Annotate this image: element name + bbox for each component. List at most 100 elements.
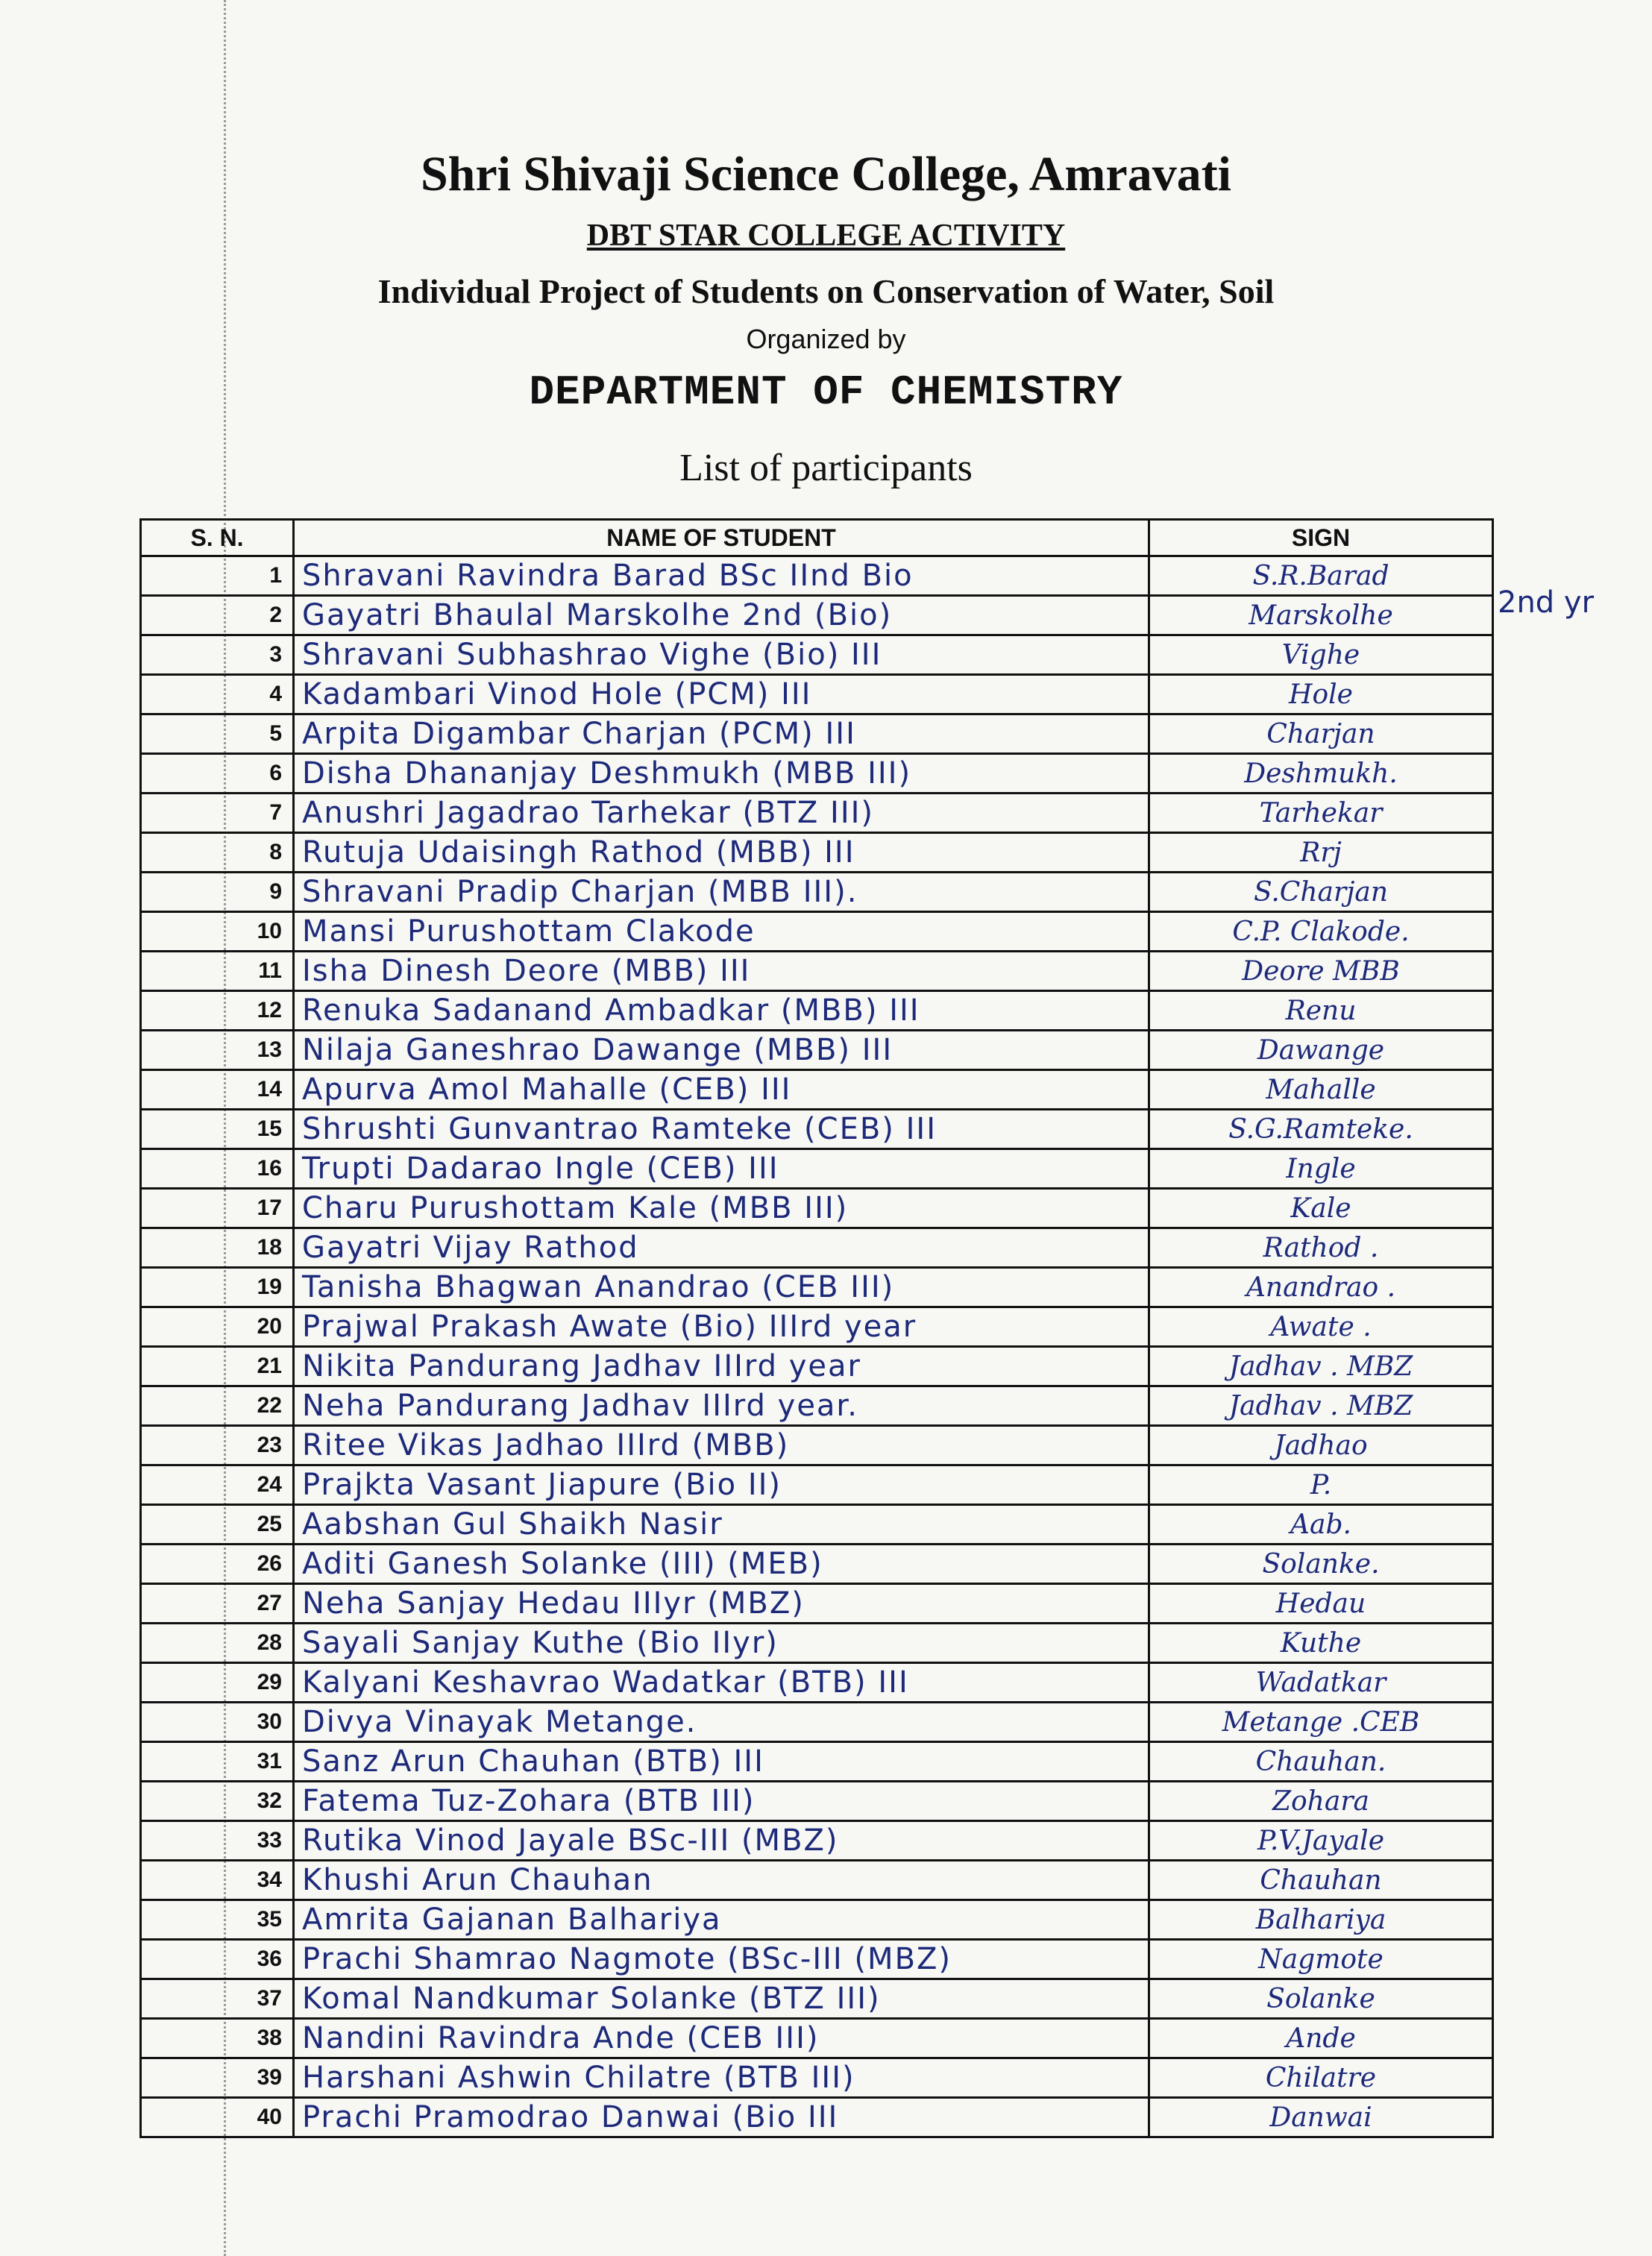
signature-cell: Kuthe <box>1148 1622 1494 1664</box>
serial-number-cell: 11 <box>139 950 295 992</box>
serial-number-cell: 37 <box>139 1978 295 2020</box>
signature-cell: Charjan <box>1148 713 1494 755</box>
table-row: 11 Isha Dinesh Deore (MBB) III Deore MBB <box>139 950 1494 992</box>
table-row: 25 Aabshan Gul Shaikh Nasir Aab. <box>139 1504 1494 1545</box>
serial-number-cell: 26 <box>139 1543 295 1585</box>
department-name: DEPARTMENT OF CHEMISTRY <box>529 368 1123 416</box>
serial-number-cell: 18 <box>139 1227 295 1269</box>
serial-number-cell: 15 <box>139 1108 295 1150</box>
signature-cell: S.G.Ramteke. <box>1148 1108 1494 1150</box>
serial-number-cell: 20 <box>139 1306 295 1348</box>
signature-cell: Solanke <box>1148 1978 1494 2020</box>
serial-number-cell: 39 <box>139 2057 295 2099</box>
serial-number-cell: 22 <box>139 1385 295 1427</box>
column-header-name: NAME OF STUDENT <box>292 518 1150 557</box>
serial-number-cell: 24 <box>139 1464 295 1506</box>
signature-cell: Metange .CEB <box>1148 1701 1494 1743</box>
signature-cell: Nagmote <box>1148 1938 1494 1980</box>
serial-number-cell: 32 <box>139 1780 295 1822</box>
table-row: 15 Shrushti Gunvantrao Ramteke (CEB) III S… <box>139 1108 1494 1150</box>
table-row: 14 Apurva Amol Mahalle (CEB) III Mahalle <box>139 1069 1494 1110</box>
student-name-cell: Divya Vinayak Metange. <box>292 1701 1150 1743</box>
signature-cell: Renu <box>1148 990 1494 1031</box>
student-name-cell: Sayali Sanjay Kuthe (Bio IIyr) <box>292 1622 1150 1664</box>
signature-cell: Dawange <box>1148 1029 1494 1071</box>
table-row: 18 Gayatri Vijay Rathod Rathod . <box>139 1227 1494 1269</box>
table-row: 16 Trupti Dadarao Ingle (CEB) III Ingle <box>139 1148 1494 1190</box>
student-name-cell: Khushi Arun Chauhan <box>292 1859 1150 1901</box>
organized-by-label: Organized by <box>746 324 906 354</box>
serial-number-cell: 16 <box>139 1148 295 1190</box>
signature-cell: Solanke. <box>1148 1543 1494 1585</box>
serial-number-cell: 8 <box>139 832 295 873</box>
serial-number-cell: 6 <box>139 752 295 794</box>
column-header-sn: S. N. <box>139 518 295 557</box>
serial-number-cell: 38 <box>139 2017 295 2059</box>
student-name-cell: Gayatri Bhaulal Marskolhe 2nd (Bio) <box>292 594 1150 636</box>
signature-cell: Rrj <box>1148 832 1494 873</box>
student-name-cell: Aabshan Gul Shaikh Nasir <box>292 1504 1150 1545</box>
signature-cell: Ingle <box>1148 1148 1494 1190</box>
student-name-cell: Isha Dinesh Deore (MBB) III <box>292 950 1150 992</box>
serial-number-cell: 7 <box>139 792 295 834</box>
signature-cell: Hedau <box>1148 1583 1494 1624</box>
signature-cell: Chilatre <box>1148 2057 1494 2099</box>
table-row: 20 Prajwal Prakash Awate (Bio) IIIrd year… <box>139 1306 1494 1348</box>
table-row: 31 Sanz Arun Chauhan (BTB) III Chauhan. <box>139 1741 1494 1782</box>
serial-number-cell: 3 <box>139 634 295 676</box>
participants-table: S. N. NAME OF STUDENT SIGN 1 Shravani Rav… <box>139 518 1494 2138</box>
student-name-cell: Rutika Vinod Jayale BSc-III (MBZ) <box>292 1820 1150 1861</box>
serial-number-cell: 9 <box>139 871 295 913</box>
student-name-cell: Sanz Arun Chauhan (BTB) III <box>292 1741 1150 1782</box>
table-row: 4 Kadambari Vinod Hole (PCM) III Hole <box>139 673 1494 715</box>
activity-title: DBT STAR COLLEGE ACTIVITY <box>586 219 1066 253</box>
table-row: 19 Tanisha Bhagwan Anandrao (CEB III) Anan… <box>139 1266 1494 1308</box>
table-row: 6 Disha Dhananjay Deshmukh (MBB III) Deshm… <box>139 752 1494 794</box>
serial-number-cell: 2 <box>139 594 295 636</box>
table-row: 12 Renuka Sadanand Ambadkar (MBB) III Renu <box>139 990 1494 1031</box>
student-name-cell: Renuka Sadanand Ambadkar (MBB) III <box>292 990 1150 1031</box>
signature-cell: P. <box>1148 1464 1494 1506</box>
signature-cell: Vighe <box>1148 634 1494 676</box>
table-row: 40 Prachi Pramodrao Danwai (Bio III Danwai <box>139 2096 1494 2138</box>
serial-number-cell: 34 <box>139 1859 295 1901</box>
signature-cell: Rathod . <box>1148 1227 1494 1269</box>
student-name-cell: Aditi Ganesh Solanke (III) (MEB) <box>292 1543 1150 1585</box>
student-name-cell: Prajkta Vasant Jiapure (Bio II) <box>292 1464 1150 1506</box>
signature-cell: C.P. Clakode. <box>1148 911 1494 952</box>
table-row: 2 Gayatri Bhaulal Marskolhe 2nd (Bio) Mars… <box>139 594 1494 636</box>
table-row: 29 Kalyani Keshavrao Wadatkar (BTB) III Wa… <box>139 1662 1494 1703</box>
serial-number-cell: 17 <box>139 1187 295 1229</box>
student-name-cell: Neha Pandurang Jadhav IIIrd year. <box>292 1385 1150 1427</box>
signature-cell: S.R.Barad <box>1148 555 1494 597</box>
student-name-cell: Charu Purushottam Kale (MBB III) <box>292 1187 1150 1229</box>
serial-number-cell: 31 <box>139 1741 295 1782</box>
signature-cell: Chauhan. <box>1148 1741 1494 1782</box>
serial-number-cell: 4 <box>139 673 295 715</box>
student-name-cell: Prajwal Prakash Awate (Bio) IIIrd year <box>292 1306 1150 1348</box>
signature-cell: Ande <box>1148 2017 1494 2059</box>
signature-cell: Anandrao . <box>1148 1266 1494 1308</box>
student-name-cell: Amrita Gajanan Balhariya <box>292 1899 1150 1941</box>
serial-number-cell: 19 <box>139 1266 295 1308</box>
signature-cell: Awate . <box>1148 1306 1494 1348</box>
serial-number-cell: 30 <box>139 1701 295 1743</box>
signature-cell: Deshmukh. <box>1148 752 1494 794</box>
student-name-cell: Kalyani Keshavrao Wadatkar (BTB) III <box>292 1662 1150 1703</box>
student-name-cell: Nandini Ravindra Ande (CEB III) <box>292 2017 1150 2059</box>
table-row: 5 Arpita Digambar Charjan (PCM) III Charja… <box>139 713 1494 755</box>
table-header-row: S. N. NAME OF STUDENT SIGN <box>139 518 1494 557</box>
student-name-cell: Anushri Jagadrao Tarhekar (BTZ III) <box>292 792 1150 834</box>
signature-cell: Balhariya <box>1148 1899 1494 1941</box>
student-name-cell: Komal Nandkumar Solanke (BTZ III) <box>292 1978 1150 2020</box>
table-row: 17 Charu Purushottam Kale (MBB III) Kale <box>139 1187 1494 1229</box>
student-name-cell: Tanisha Bhagwan Anandrao (CEB III) <box>292 1266 1150 1308</box>
student-name-cell: Neha Sanjay Hedau IIIyr (MBZ) <box>292 1583 1150 1624</box>
signature-cell: Mahalle <box>1148 1069 1494 1110</box>
student-name-cell: Prachi Pramodrao Danwai (Bio III <box>292 2096 1150 2138</box>
signature-cell: S.Charjan <box>1148 871 1494 913</box>
student-name-cell: Rutuja Udaisingh Rathod (MBB) III <box>292 832 1150 873</box>
serial-number-cell: 27 <box>139 1583 295 1624</box>
signature-cell: P.V.Jayale <box>1148 1820 1494 1861</box>
serial-number-cell: 33 <box>139 1820 295 1861</box>
